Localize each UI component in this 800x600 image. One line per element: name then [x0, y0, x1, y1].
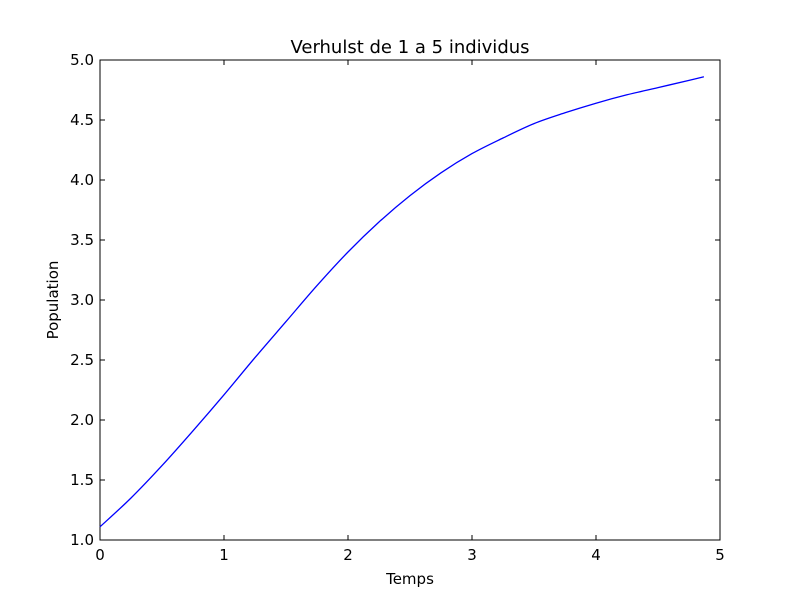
y-tick-label: 3.0 — [70, 291, 94, 309]
y-tick-label: 1.5 — [70, 471, 94, 489]
x-tick-label: 0 — [95, 546, 105, 564]
x-tick-label: 5 — [715, 546, 725, 564]
series-line — [99, 76, 705, 528]
plot-frame — [99, 59, 721, 541]
y-axis: 1.0 1.5 2.0 2.5 3.0 3.5 4.0 4.5 5.0 — [70, 51, 720, 549]
y-axis-label: Population — [44, 261, 62, 340]
y-tick-label: 2.5 — [70, 351, 94, 369]
y-tick-label: 1.0 — [70, 531, 94, 549]
y-tick-label: 2.0 — [70, 411, 94, 429]
y-tick-label: 4.5 — [70, 111, 94, 129]
x-tick-label: 2 — [343, 546, 353, 564]
x-tick-label: 4 — [591, 546, 601, 564]
x-tick-label: 1 — [219, 546, 229, 564]
x-axis: 0 1 2 3 4 5 — [95, 60, 725, 564]
x-axis-label: Temps — [385, 570, 434, 588]
series-layer — [99, 76, 705, 528]
x-tick-label: 3 — [467, 546, 477, 564]
y-tick-label: 4.0 — [70, 171, 94, 189]
y-tick-label: 3.5 — [70, 231, 94, 249]
chart-title: Verhulst de 1 a 5 individus — [290, 37, 529, 58]
y-tick-label: 5.0 — [70, 51, 94, 69]
